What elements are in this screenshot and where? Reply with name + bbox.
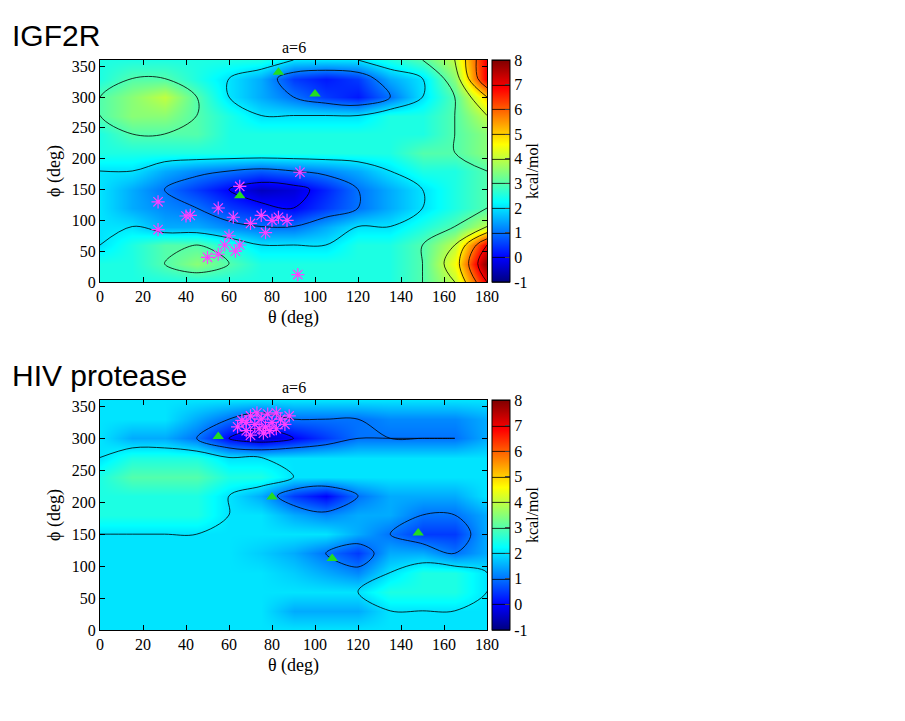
svg-text:0: 0 [96, 636, 104, 653]
svg-text:300: 300 [72, 430, 96, 447]
svg-text:50: 50 [80, 243, 96, 260]
svg-text:300: 300 [72, 89, 96, 106]
svg-text:-1: -1 [514, 622, 527, 639]
svg-text:50: 50 [80, 590, 96, 607]
svg-text:120: 120 [346, 636, 370, 653]
svg-text:150: 150 [72, 526, 96, 543]
svg-text:7: 7 [514, 417, 522, 434]
svg-text:5: 5 [514, 468, 522, 485]
svg-text:0: 0 [514, 596, 522, 613]
svg-text:100: 100 [72, 212, 96, 229]
svg-text:160: 160 [432, 636, 456, 653]
svg-text:θ (deg): θ (deg) [268, 307, 319, 328]
svg-text:a=6: a=6 [282, 379, 306, 396]
svg-text:120: 120 [346, 288, 370, 305]
svg-text:100: 100 [72, 558, 96, 575]
svg-text:HIV protease: HIV protease [12, 359, 187, 392]
svg-text:a=6: a=6 [282, 39, 306, 56]
svg-text:250: 250 [72, 462, 96, 479]
svg-text:0: 0 [96, 288, 104, 305]
svg-text:2: 2 [514, 545, 522, 562]
svg-text:180: 180 [475, 288, 499, 305]
svg-text:150: 150 [72, 181, 96, 198]
svg-text:0: 0 [514, 249, 522, 266]
svg-text:IGF2R: IGF2R [12, 19, 100, 52]
svg-text:kcal/mol: kcal/mol [524, 486, 541, 543]
svg-text:6: 6 [514, 443, 522, 460]
svg-text:4: 4 [514, 150, 522, 167]
svg-text:0: 0 [88, 622, 96, 639]
svg-text:θ (deg): θ (deg) [268, 655, 319, 676]
svg-text:20: 20 [135, 288, 151, 305]
svg-text:2: 2 [514, 200, 522, 217]
svg-text:7: 7 [514, 76, 522, 93]
svg-text:5: 5 [514, 126, 522, 143]
svg-text:8: 8 [514, 52, 522, 69]
svg-text:8: 8 [514, 392, 522, 409]
svg-text:3: 3 [514, 519, 522, 536]
svg-text:100: 100 [303, 288, 327, 305]
svg-text:160: 160 [432, 288, 456, 305]
svg-text:20: 20 [135, 636, 151, 653]
svg-text:60: 60 [221, 636, 237, 653]
svg-text:3: 3 [514, 175, 522, 192]
svg-text:60: 60 [221, 288, 237, 305]
svg-text:4: 4 [514, 494, 522, 511]
svg-text:ϕ (deg): ϕ (deg) [44, 489, 65, 541]
svg-text:200: 200 [72, 150, 96, 167]
svg-text:80: 80 [264, 636, 280, 653]
svg-text:80: 80 [264, 288, 280, 305]
svg-text:200: 200 [72, 494, 96, 511]
svg-text:140: 140 [389, 636, 413, 653]
svg-text:1: 1 [514, 570, 522, 587]
svg-text:0: 0 [88, 274, 96, 291]
svg-text:250: 250 [72, 119, 96, 136]
svg-text:1: 1 [514, 224, 522, 241]
svg-text:180: 180 [475, 636, 499, 653]
svg-text:kcal/mol: kcal/mol [524, 142, 541, 199]
svg-text:350: 350 [72, 58, 96, 75]
svg-text:140: 140 [389, 288, 413, 305]
svg-text:40: 40 [178, 288, 194, 305]
svg-text:350: 350 [72, 398, 96, 415]
svg-text:-1: -1 [514, 274, 527, 291]
svg-text:100: 100 [303, 636, 327, 653]
svg-text:6: 6 [514, 101, 522, 118]
svg-text:40: 40 [178, 636, 194, 653]
svg-text:ϕ (deg): ϕ (deg) [44, 145, 65, 197]
